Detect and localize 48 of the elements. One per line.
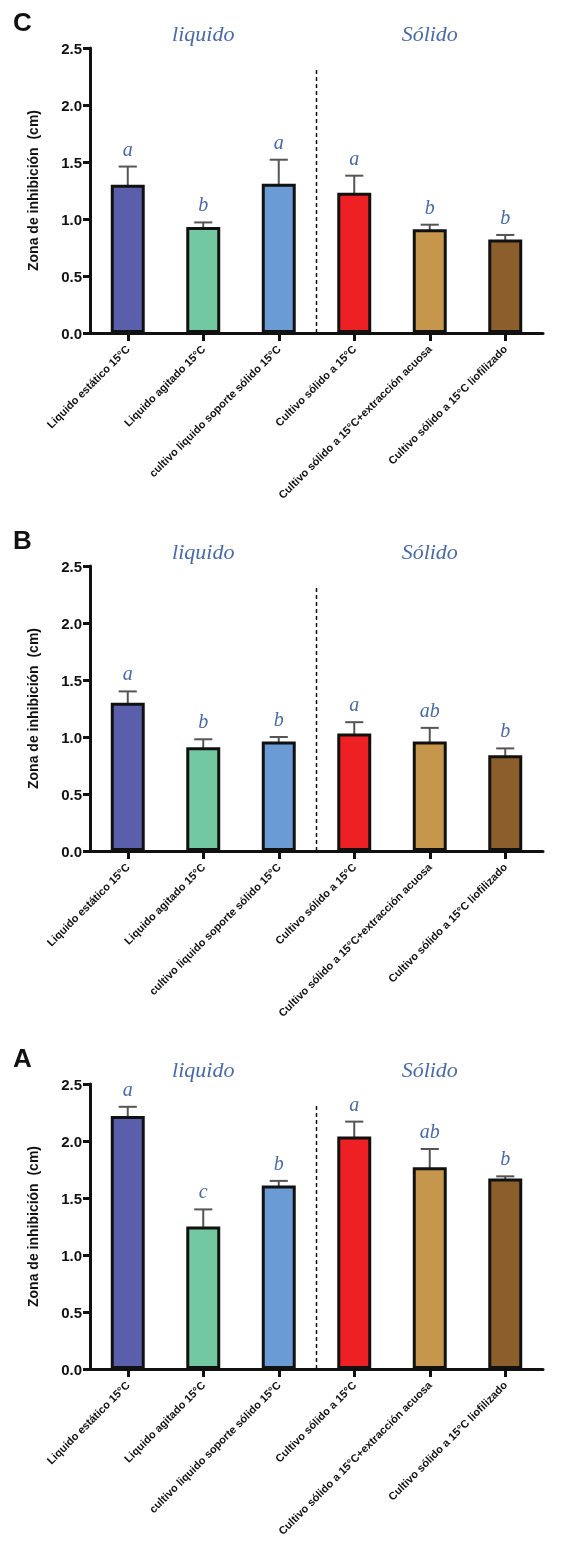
y-tick-label: 2.0 bbox=[61, 1132, 82, 1150]
annotation: b bbox=[198, 710, 209, 733]
text: Sólido bbox=[401, 20, 458, 46]
annotation: a bbox=[349, 146, 360, 169]
y-tick-label: 0.0 bbox=[61, 1360, 82, 1378]
y-tick-label: 0.0 bbox=[61, 324, 82, 342]
y-axis-title: Zona de inhibición (cm) bbox=[25, 628, 41, 789]
y-tick-label: 2.0 bbox=[61, 614, 82, 632]
y-tick-label: 2.5 bbox=[61, 1075, 82, 1093]
y-axis-title: Zona de inhibición (cm) bbox=[25, 110, 41, 271]
y-tick-label: 2.5 bbox=[61, 39, 82, 57]
y-tick-label: 1.5 bbox=[61, 153, 82, 171]
chart-title: A bbox=[13, 1043, 32, 1073]
text: liquido bbox=[172, 1056, 235, 1082]
annotation: b bbox=[424, 195, 435, 218]
annotation: b bbox=[500, 1147, 511, 1170]
text: Sólido bbox=[401, 1056, 458, 1082]
annotation: a bbox=[349, 1092, 360, 1115]
annotation: a bbox=[122, 1077, 133, 1100]
y-tick-label: 1.5 bbox=[61, 671, 82, 689]
chart-title: B bbox=[13, 525, 32, 555]
annotation: ab bbox=[419, 698, 440, 721]
y-tick-label: 2.5 bbox=[61, 557, 82, 575]
y-tick-label: 0.5 bbox=[61, 785, 82, 803]
annotation: b bbox=[273, 1151, 284, 1174]
chart-title: C bbox=[13, 7, 32, 37]
y-tick-label: 1.5 bbox=[61, 1189, 82, 1207]
y-tick-label: 0.5 bbox=[61, 1303, 82, 1321]
annotation: b bbox=[198, 193, 209, 216]
y-tick-label: 1.0 bbox=[61, 1246, 82, 1264]
y-tick-label: 1.0 bbox=[61, 210, 82, 228]
y-axis-title: Zona de inhibición (cm) bbox=[25, 1146, 41, 1307]
annotation: c bbox=[198, 1180, 208, 1203]
annotation: b bbox=[273, 708, 284, 730]
annotation: a bbox=[122, 662, 133, 685]
text: Sólido bbox=[401, 538, 458, 564]
annotation: a bbox=[349, 693, 360, 716]
y-tick-label: 0.0 bbox=[61, 842, 82, 860]
annotation: ab bbox=[419, 1119, 440, 1142]
text: liquido bbox=[172, 538, 235, 564]
y-tick-label: 0.5 bbox=[61, 267, 82, 285]
annotation: a bbox=[122, 137, 133, 160]
annotation: b bbox=[500, 719, 511, 742]
text: liquido bbox=[172, 20, 235, 46]
annotation: b bbox=[500, 205, 511, 228]
annotation: a bbox=[273, 130, 284, 153]
y-tick-label: 2.0 bbox=[61, 96, 82, 114]
y-tick-label: 1.0 bbox=[61, 728, 82, 746]
